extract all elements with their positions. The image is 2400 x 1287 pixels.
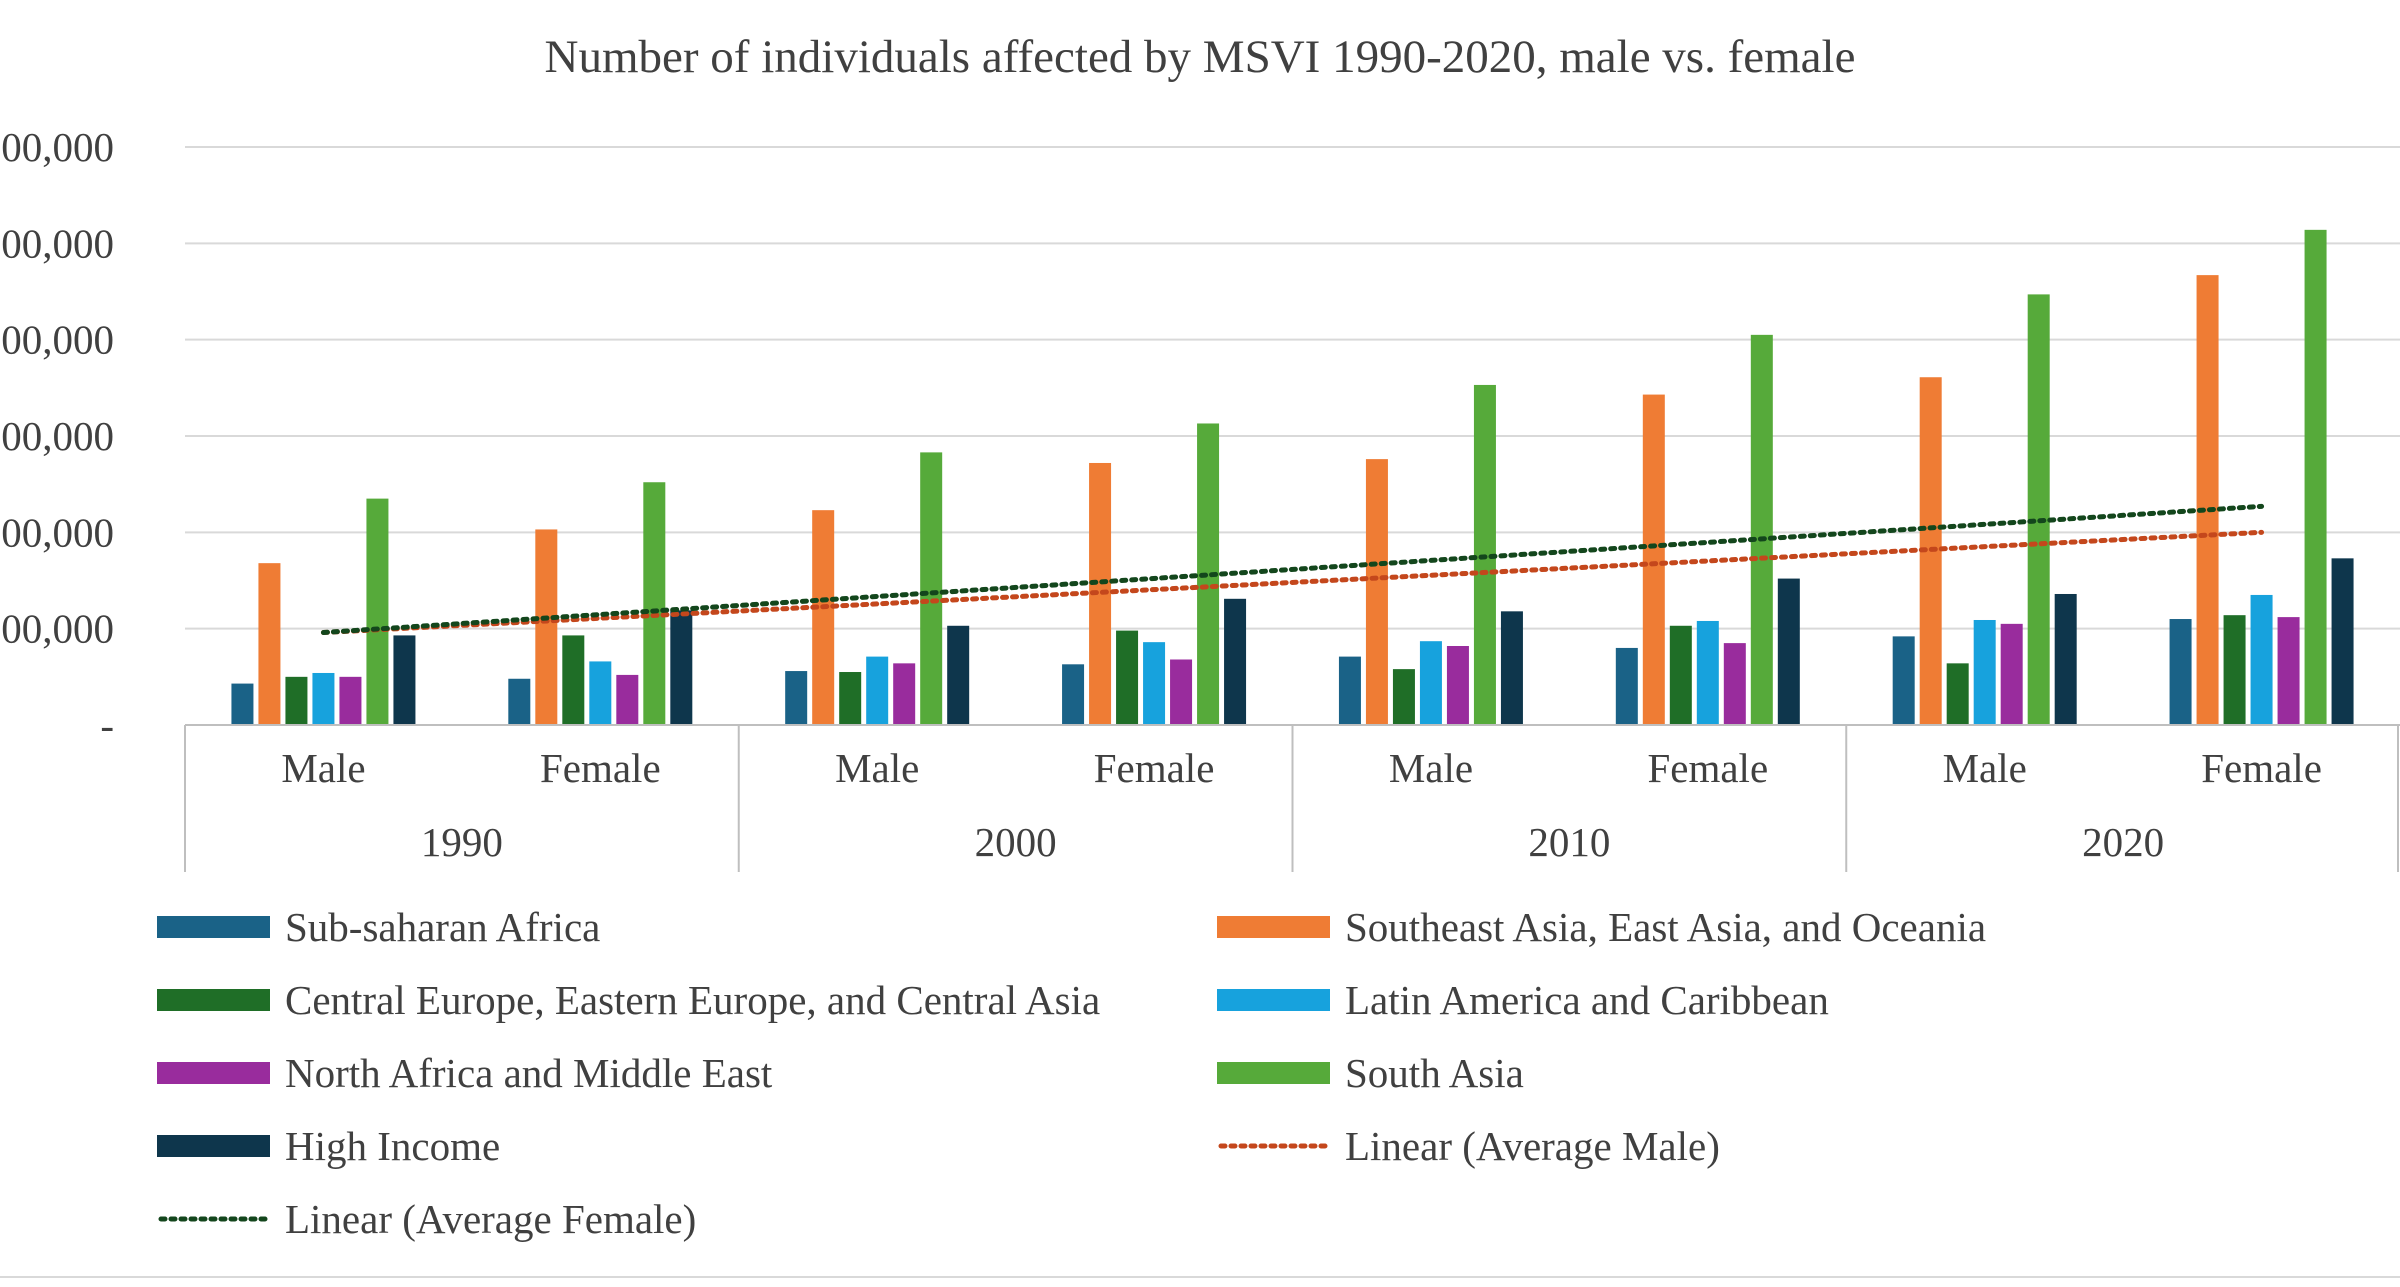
bar (2196, 275, 2219, 725)
bar (366, 498, 389, 725)
bar (839, 672, 862, 725)
legend-swatch (1217, 916, 1330, 938)
bar (616, 674, 639, 725)
x-subcategory-label: Male (1943, 745, 2027, 791)
bar (1446, 646, 1469, 725)
legend-label: North Africa and Middle East (285, 1050, 773, 1096)
trendline (320, 529, 2265, 636)
legend-label: Sub-saharan Africa (285, 904, 600, 950)
bar (339, 676, 362, 725)
legend-swatch (157, 989, 270, 1011)
gridlines (185, 146, 2400, 630)
legend-label: Southeast Asia, East Asia, and Oceania (1345, 904, 1986, 950)
bar (1170, 659, 1193, 725)
bars (231, 229, 2354, 725)
bar (562, 635, 585, 725)
bar (785, 671, 808, 725)
y-tick-label: 10,000,000 (0, 606, 114, 652)
bar (1062, 664, 1085, 725)
bar (393, 635, 416, 725)
bar (643, 482, 666, 725)
y-tick-label: 60,000,000 (0, 124, 114, 170)
bar (1500, 611, 1523, 725)
y-tick-label: 20,000,000 (0, 509, 114, 555)
bar (1723, 643, 1746, 725)
x-subcategory-label: Female (1094, 745, 1215, 791)
x-subcategory-label: Female (540, 745, 661, 791)
bar (1973, 619, 1996, 725)
legend: Sub-saharan Africa Southeast Asia, East A… (157, 904, 1986, 1242)
bar (1777, 578, 1800, 725)
bar (1392, 669, 1415, 725)
bar (1615, 647, 1638, 725)
legend-swatch (1217, 1062, 1330, 1084)
bar (893, 663, 916, 725)
bar (508, 678, 531, 725)
legend-label: Latin America and Caribbean (1345, 977, 1829, 1023)
bar (312, 672, 335, 725)
bar (1642, 394, 1665, 725)
x-group-label: 2000 (975, 819, 1057, 865)
bar (1224, 598, 1247, 725)
bar (1750, 334, 1773, 725)
bar (231, 683, 254, 725)
legend-swatch (157, 1135, 270, 1157)
bar (947, 625, 970, 725)
bar (920, 452, 943, 725)
y-tick-label: 30,000,000 (0, 413, 114, 459)
trendlines (320, 503, 2265, 636)
bar (1696, 620, 1719, 725)
legend-swatch (157, 916, 270, 938)
x-subcategory-label: Male (281, 745, 365, 791)
legend-label: Central Europe, Eastern Europe, and Cent… (285, 977, 1100, 1023)
bar (2331, 558, 2354, 725)
bar (285, 676, 308, 725)
bar (1143, 642, 1166, 725)
bar (866, 656, 889, 725)
x-group-label: 2010 (1528, 819, 1610, 865)
bar (2223, 615, 2246, 725)
bar (535, 529, 558, 725)
y-tick-label: 50,000,000 (0, 220, 114, 266)
y-tick-label: 40,000,000 (0, 317, 114, 363)
bar (2169, 619, 2192, 725)
bar (1197, 423, 1220, 725)
bar (258, 563, 281, 725)
axes: - 10,000,000 20,000,000 30,000,000 40,000,00… (0, 124, 2400, 1278)
legend-label: High Income (285, 1123, 500, 1169)
bar (1365, 459, 1388, 725)
bar (1338, 656, 1361, 725)
legend-swatch (157, 1062, 270, 1084)
x-subcategory-label: Female (2201, 745, 2322, 791)
legend-label: Linear (Average Female) (285, 1196, 696, 1242)
bar (1116, 630, 1139, 725)
bar (1892, 636, 1915, 725)
x-subcategory-label: Male (1389, 745, 1473, 791)
bar (2027, 294, 2050, 725)
bar (812, 510, 835, 725)
x-group-label: 2020 (2082, 819, 2164, 865)
legend-label: Linear (Average Male) (1345, 1123, 1720, 1169)
x-subcategory-label: Female (1647, 745, 1768, 791)
legend-swatch (1217, 989, 1330, 1011)
legend-label: South Asia (1345, 1050, 1524, 1096)
bar (2304, 229, 2327, 725)
bar (1419, 641, 1442, 725)
x-group-label: 1990 (421, 819, 503, 865)
chart-title: Number of individuals affected by MSVI 1… (545, 31, 1856, 83)
bar (1089, 462, 1112, 725)
x-subcategory-label: Male (835, 745, 919, 791)
bar (2250, 594, 2273, 725)
bar (2054, 593, 2077, 725)
trendline (320, 503, 2265, 636)
y-tick-label: - (100, 702, 114, 748)
bar (2277, 617, 2300, 725)
bar (589, 661, 612, 725)
bar (1669, 625, 1692, 725)
bar (2000, 623, 2023, 725)
bar (1946, 663, 1969, 725)
bar (670, 610, 693, 725)
